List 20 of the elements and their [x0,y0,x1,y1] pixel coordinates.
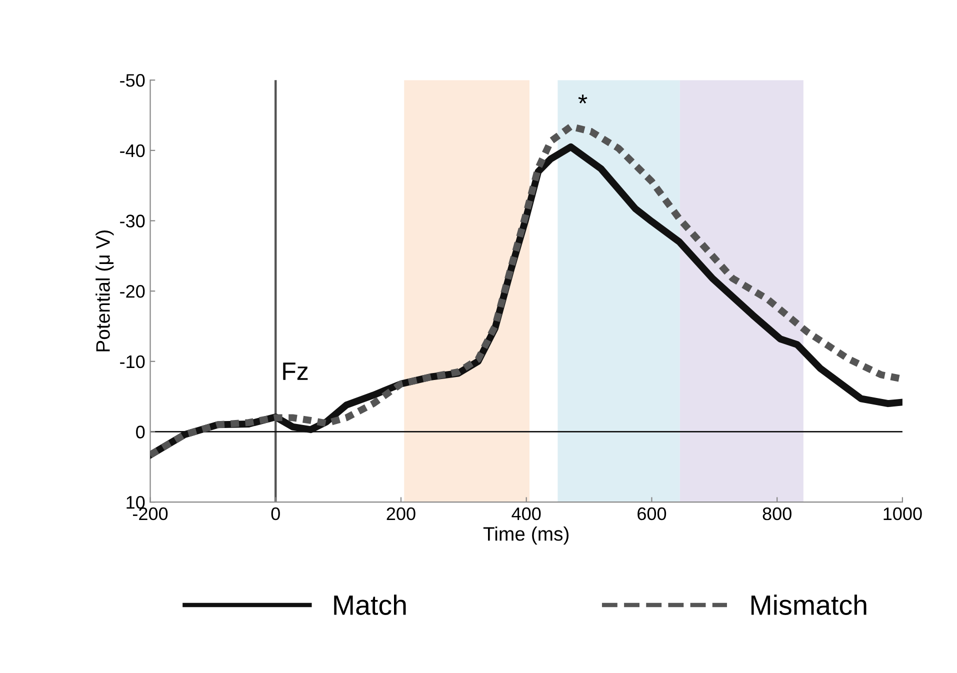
x-tick-label: 0 [271,507,280,520]
y-tick-label: -50 [120,74,145,87]
x-tick-label: 400 [512,507,541,520]
legend-label: Match [334,594,406,615]
x-tick-label: -200 [132,507,168,520]
y-tick-label: -40 [120,144,145,158]
x-tick-label: 1000 [884,507,922,520]
annotation: * [578,94,588,104]
y-tick-label: -30 [120,214,145,228]
x-axis-title: Time (ms) [483,526,569,545]
y-tick-label: 0 [136,426,145,438]
legend-label: Mismatch [751,594,866,615]
y-tick-label: 10 [126,496,145,509]
x-tick-label: 200 [386,507,416,520]
y-axis-title: Potential (μ V) [96,230,114,352]
annotation: Fz [283,362,308,380]
x-tick-label: 600 [638,507,666,520]
y-tick-label: -20 [120,285,145,298]
x-tick-label: 800 [762,507,792,520]
y-tick-label: -10 [120,355,145,368]
